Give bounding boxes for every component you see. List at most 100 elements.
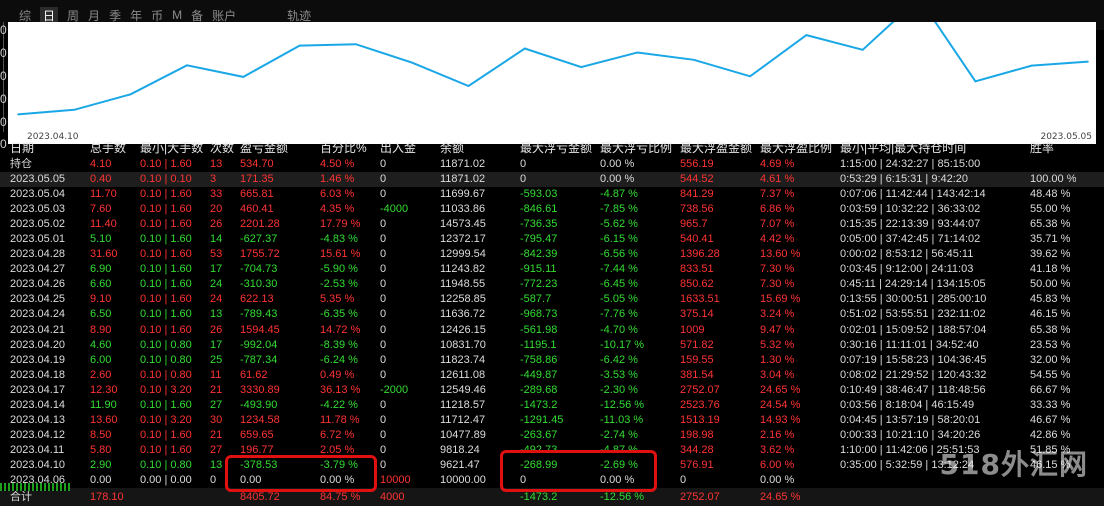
cell-hold-time: 0:53:29 | 6:15:31 | 9:42:20 [840, 173, 969, 186]
table-row[interactable]: 2023.05.01 5.10 0.10 | 1.60 14 -627.37 -4.83 … [0, 232, 1104, 247]
tab-2[interactable]: 周 [67, 8, 80, 23]
cell-max-float-profit: 2752.07 [680, 383, 720, 396]
cell-max-float-profit: 841.29 [680, 188, 714, 201]
tab-0[interactable]: 综 [19, 8, 32, 23]
cell-date: 持仓 [10, 158, 32, 170]
balance-point [1030, 64, 1033, 67]
column-header[interactable]: 最大浮盈金额 [680, 141, 753, 155]
column-header[interactable]: 最大浮亏比例 [600, 141, 673, 155]
left-axis-tick: 0 [0, 115, 7, 129]
tab-1[interactable]: 日 [40, 6, 59, 24]
table-row[interactable]: 2023.04.14 11.90 0.10 | 1.60 27 -493.90 -4.22… [0, 398, 1104, 413]
cell-hold-time: 0:51:02 | 53:55:51 | 232:11:02 [840, 308, 986, 321]
column-header[interactable]: 余额 [440, 141, 465, 155]
column-header[interactable]: 最小|平均|最大持仓时间 [840, 141, 967, 155]
table-row[interactable]: 2023.04.06 0.00 0.00 | 0.00 0 0.00 0.00 % 1000… [0, 473, 1104, 488]
cell-count: 24 [210, 278, 223, 291]
cell-min-max-lots: 0.10 | 1.60 [140, 443, 192, 456]
cell-max-float-loss: -846.61 [520, 203, 558, 216]
cell-pnl: -789.43 [240, 308, 278, 321]
column-header[interactable]: 次数 [210, 141, 235, 155]
cell-total-lots: 12.30 [90, 383, 118, 396]
cell-count: 30 [210, 413, 223, 426]
cell-percent: 15.61 % [320, 248, 361, 261]
column-header[interactable]: 盈亏金额 [240, 141, 289, 155]
tab-6[interactable]: 币 [151, 8, 164, 23]
cell-percent: 5.35 % [320, 293, 355, 306]
table-row[interactable]: 2023.05.03 7.60 0.10 | 1.60 20 460.41 4.35 % -… [0, 202, 1104, 217]
cell-max-float-profit: 1396.28 [680, 248, 720, 261]
cell-max-float-loss-pct: -4.70 % [600, 323, 638, 336]
cell-max-float-loss-pct: -7.76 % [600, 308, 638, 321]
table-row[interactable]: 2023.04.19 6.00 0.10 | 0.80 25 -787.34 -6.24 … [0, 353, 1104, 368]
table-row[interactable]: 2023.04.24 6.50 0.10 | 1.60 13 -789.43 -6.35 … [0, 307, 1104, 322]
table-row[interactable]: 2023.04.18 2.60 0.10 | 0.80 11 61.62 0.49 % 0 1… [0, 368, 1104, 383]
cell-total-lots: 11.90 [90, 398, 117, 411]
cell-pnl: 1594.45 [240, 323, 280, 336]
table-row[interactable]: 2023.04.25 9.10 0.10 | 1.60 24 622.13 5.35 % 0… [0, 292, 1104, 307]
cell-max-float-loss: -772.23 [520, 278, 558, 291]
cell-balance: 12258.85 [440, 293, 486, 306]
column-header[interactable]: 百分比% [320, 141, 367, 155]
cell-date: 2023.04.18 [10, 368, 66, 381]
column-header[interactable]: 最大浮盈比例 [760, 141, 833, 155]
cell-hold-time: 0:08:02 | 21:29:52 | 120:43:32 [840, 368, 987, 381]
table-row[interactable]: 2023.04.13 13.60 0.10 | 3.20 30 1234.58 11.78… [0, 413, 1104, 428]
tab-5[interactable]: 年 [130, 8, 143, 23]
cell-hold-time: 0:02:01 | 15:09:52 | 188:57:04 [840, 323, 987, 336]
table-row[interactable]: 2023.04.28 31.60 0.10 | 1.60 53 1755.72 15.61… [0, 247, 1104, 262]
cell-date: 2023.04.17 [10, 383, 66, 396]
table-row[interactable]: 2023.04.27 6.90 0.10 | 1.60 17 -704.73 -5.90 … [0, 262, 1104, 277]
tab-7[interactable]: M [172, 8, 183, 22]
tab-9[interactable]: 账户 [212, 8, 237, 23]
balance-point [693, 59, 695, 61]
column-header[interactable]: 最大浮亏金额 [520, 141, 593, 155]
cell-total-lots: 4.60 [90, 338, 112, 351]
cell-pnl: 61.62 [240, 368, 268, 381]
cell-deposit: 0 [380, 248, 387, 261]
table-row[interactable]: 2023.04.12 8.50 0.10 | 1.60 21 659.65 6.72 % 0… [0, 428, 1104, 443]
table-row[interactable]: 2023.05.04 11.70 0.10 | 1.60 33 665.81 6.03 %… [0, 187, 1104, 202]
cell-max-float-loss-pct: 0.00 % [600, 473, 635, 486]
cell-pnl: -787.34 [240, 353, 278, 366]
tab-4[interactable]: 季 [109, 8, 122, 23]
cell-max-float-loss: -1291.45 [520, 413, 564, 426]
table-row[interactable]: 2023.04.11 5.80 0.10 | 1.60 27 196.77 2.05 % 0… [0, 443, 1104, 458]
table-row[interactable]: 2023.04.20 4.60 0.10 | 0.80 17 -992.04 -8.39 … [0, 338, 1104, 353]
cell-date: 2023.04.06 [10, 473, 66, 486]
cell-total-lots: 6.60 [90, 278, 112, 291]
cell-win-rate: 100.00 % [1030, 173, 1077, 186]
column-header[interactable]: 日期 [10, 141, 35, 155]
table-row[interactable]: 2023.04.10 2.90 0.10 | 0.80 13 -378.53 -3.79 … [0, 458, 1104, 473]
cell-total-lots: 8.90 [90, 323, 112, 336]
tab-10[interactable]: 轨迹 [287, 8, 312, 23]
column-header[interactable]: 总手数 [90, 141, 127, 155]
table-row[interactable]: 2023.04.21 8.90 0.10 | 1.60 26 1594.45 14.72 … [0, 323, 1104, 338]
table-row[interactable]: 2023.04.26 6.60 0.10 | 1.60 24 -310.30 -2.53 … [0, 277, 1104, 292]
cell-max-float-loss-pct: -12.56 % [600, 398, 645, 411]
table-row[interactable]: 2023.04.17 12.30 0.10 | 3.20 21 3330.89 36.13… [0, 383, 1104, 398]
cell-max-float-profit: 544.52 [680, 173, 714, 186]
cell-win-rate: 46.67 % [1030, 413, 1071, 426]
table-row-holding[interactable]: 持仓 4.10 0.10 | 1.60 13 534.70 4.50 % 0 11871.02… [0, 157, 1104, 172]
tab-3[interactable]: 月 [88, 8, 101, 23]
cell-max-float-loss: 0 [520, 173, 527, 186]
cell-percent: -3.79 % [320, 458, 358, 471]
column-header[interactable]: 胜率 [1030, 141, 1055, 155]
tab-8[interactable]: 备 [191, 8, 204, 23]
cell-deposit: -2000 [380, 383, 409, 396]
cell-deposit: 0 [380, 233, 387, 246]
cell-max-float-loss-pct: -4.87 % [600, 188, 638, 201]
cell-balance: 14573.45 [440, 218, 486, 231]
cell-hold-time: 0:03:56 | 8:18:04 | 46:15:49 [840, 398, 975, 411]
table-row[interactable]: 2023.05.05 0.40 0.10 | 0.10 3 171.35 1.46 % 0 1… [0, 172, 1104, 188]
cell-date: 2023.05.05 [10, 173, 66, 186]
column-header[interactable]: 最小|大手数 [140, 141, 204, 155]
balance-point [242, 76, 245, 78]
cell-pnl: -704.73 [240, 263, 278, 276]
table-row[interactable]: 2023.05.02 11.40 0.10 | 1.60 26 2201.28 17.79… [0, 217, 1104, 232]
cell-hold-time: 0:13:55 | 30:00:51 | 285:00:10 [840, 293, 987, 306]
cell-min-max-lots: 0.10 | 1.60 [140, 263, 192, 276]
cell-pnl: -493.90 [240, 398, 278, 411]
column-header[interactable]: 出入金 [380, 141, 417, 155]
